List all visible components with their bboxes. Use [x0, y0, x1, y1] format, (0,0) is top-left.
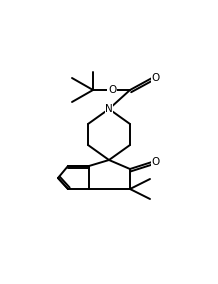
Text: N: N — [105, 104, 113, 114]
Text: O: O — [108, 85, 116, 95]
Text: O: O — [152, 157, 160, 167]
Text: O: O — [152, 73, 160, 83]
